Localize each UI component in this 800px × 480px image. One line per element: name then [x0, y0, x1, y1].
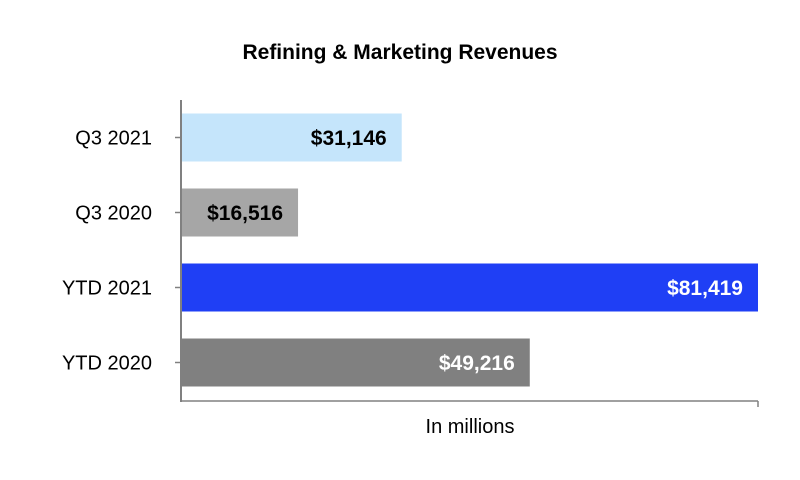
category-tick-label: Q3 2021	[75, 128, 152, 150]
data-label: $16,516	[207, 202, 283, 225]
bar	[181, 338, 530, 387]
bar	[181, 188, 299, 237]
axes-group: Q3 2021 Q3 2020 YTD 2021 YTD 2020	[62, 100, 759, 407]
category-tick-label: YTD 2021	[62, 278, 152, 300]
data-label: $31,146	[311, 127, 387, 150]
category-tick-label: Q3 2020	[75, 203, 152, 225]
chart-title: Refining & Marketing Revenues	[242, 41, 557, 64]
bar	[181, 263, 758, 312]
x-axis-label: In millions	[426, 416, 515, 438]
bar	[181, 113, 402, 162]
category-tick-label: YTD 2020	[62, 353, 152, 375]
data-label: $81,419	[667, 277, 743, 300]
data-label: $49,216	[439, 352, 515, 375]
bars-group: $31,146 $16,516 $81,419 $49,216	[181, 113, 758, 387]
